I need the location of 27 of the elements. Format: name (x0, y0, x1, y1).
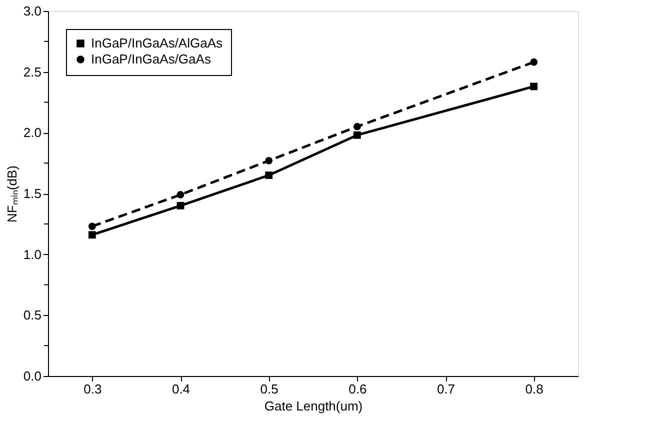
point (176, 191, 184, 198)
x-tick-label: 0.7 (436, 382, 456, 396)
y-tick-label: 2.0 (23, 125, 42, 140)
point (265, 172, 273, 179)
legend-label: InGaP/InGaAs/AlGaAs (91, 36, 224, 50)
y-tick-label: 3.0 (23, 4, 42, 18)
point (353, 122, 361, 130)
point (265, 156, 273, 164)
x-tick-label: 0.6 (348, 382, 367, 396)
x-axis-title: Gate Length(um) (264, 398, 363, 414)
y-axis-title: NFₘᵢₙ(dB) (4, 166, 20, 222)
x-tick-label: 0.4 (172, 382, 190, 396)
legend-label: InGaP/InGaAs/GaAs (91, 52, 212, 66)
y-tick-label: 0.5 (23, 308, 42, 323)
x-tick-label: 0.8 (525, 382, 544, 396)
y-tick-label: 0.0 (23, 368, 42, 384)
y-tick-label: 1.5 (23, 186, 42, 201)
point (530, 82, 538, 90)
x-tick-label: 0.5 (260, 382, 278, 396)
point (530, 58, 538, 66)
x-tick-label: 0.3 (84, 382, 102, 396)
point (88, 231, 96, 239)
y-tick-label: 2.5 (23, 64, 42, 80)
point (88, 222, 96, 230)
y-tick-label: 1.0 (23, 246, 42, 262)
point (353, 131, 361, 139)
point (176, 202, 184, 210)
